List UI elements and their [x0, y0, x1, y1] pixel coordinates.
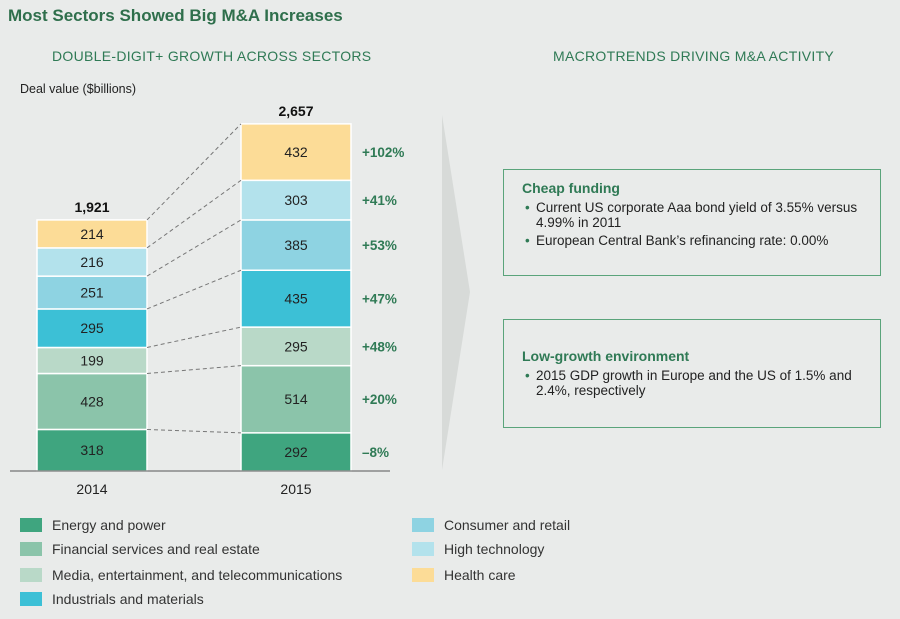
legend-swatch	[20, 592, 42, 606]
legend-swatch	[20, 542, 42, 556]
change-label: +47%	[362, 292, 397, 307]
legend-item-hightech: High technology	[412, 541, 544, 557]
data-label: 435	[284, 291, 308, 307]
change-label: +102%	[362, 145, 404, 160]
connector-line	[146, 179, 242, 249]
macrotrend-box-cheap-funding: Cheap funding Current US corporate Aaa b…	[503, 169, 881, 276]
bar-segment	[240, 123, 352, 182]
bar-total: 1,921	[74, 199, 109, 215]
data-label: 295	[80, 320, 104, 336]
bar-segment	[36, 428, 148, 472]
data-label: 292	[284, 444, 308, 460]
legend-label: Energy and power	[52, 517, 166, 533]
bar-total: 2,657	[278, 103, 313, 119]
macrotrend-bullet: European Central Bank’s refinancing rate…	[525, 233, 862, 248]
macrotrend-title: Low-growth environment	[522, 348, 690, 364]
data-label: 385	[284, 237, 308, 253]
legend-item-industrials: Industrials and materials	[20, 591, 204, 607]
page-title: Most Sectors Showed Big M&A Increases	[8, 6, 343, 25]
change-label: +41%	[362, 193, 397, 208]
legend-label: Media, entertainment, and telecommunicat…	[52, 567, 343, 583]
right-section-header: MACROTRENDS DRIVING M&A ACTIVITY	[553, 48, 835, 64]
data-label: 303	[284, 192, 308, 208]
bar-segment	[36, 219, 148, 249]
bar-segment	[36, 275, 148, 310]
data-label: 214	[80, 226, 104, 242]
legend-label: Health care	[444, 567, 516, 583]
bar-segment	[36, 308, 148, 349]
data-label: 251	[80, 285, 104, 301]
legend-swatch	[412, 542, 434, 556]
bar-segment	[36, 247, 148, 277]
data-label: 514	[284, 391, 308, 407]
connector-line	[146, 428, 242, 434]
left-section-header: DOUBLE-DIGIT+ GROWTH ACROSS SECTORS	[52, 48, 372, 64]
legend-item-consumer: Consumer and retail	[412, 517, 570, 533]
data-label: 295	[284, 338, 308, 354]
connector-line	[146, 326, 242, 348]
change-label: +20%	[362, 392, 397, 407]
legend-label: Industrials and materials	[52, 591, 204, 607]
connector-line	[146, 269, 242, 310]
macrotrend-bullet: Current US corporate Aaa bond yield of 3…	[525, 200, 862, 230]
change-label: +53%	[362, 238, 397, 253]
data-label: 432	[284, 144, 308, 160]
y-axis-label: Deal value ($billions)	[20, 82, 136, 96]
connector-line	[146, 219, 242, 277]
x-tick-label: 2014	[76, 481, 107, 497]
data-label: 199	[80, 352, 104, 368]
arrow-chevron	[442, 115, 470, 470]
macrotrend-box-low-growth: Low-growth environment 2015 GDP growth i…	[503, 319, 881, 428]
bar-segment	[36, 346, 148, 375]
bar-segment	[240, 364, 352, 434]
bar-segment	[240, 432, 352, 472]
legend-label: Financial services and real estate	[52, 541, 260, 557]
legend-item-financial: Financial services and real estate	[20, 541, 260, 557]
data-label: 318	[80, 442, 104, 458]
macrotrend-title: Cheap funding	[522, 180, 620, 196]
data-label: 216	[80, 254, 104, 270]
legend-item-media: Media, entertainment, and telecommunicat…	[20, 567, 342, 583]
legend-swatch	[412, 518, 434, 532]
bar-segment	[240, 326, 352, 367]
legend-swatch	[20, 518, 42, 532]
macrotrend-bullet: 2015 GDP growth in Europe and the US of …	[525, 368, 862, 398]
bar-segment	[240, 219, 352, 271]
change-label: –8%	[362, 445, 389, 460]
connector-line	[146, 123, 242, 221]
legend-label: High technology	[444, 541, 545, 557]
bar-segment	[240, 269, 352, 328]
change-label: +48%	[362, 339, 397, 354]
bar-segment	[240, 179, 352, 221]
connector-line	[146, 365, 242, 374]
legend-label: Consumer and retail	[444, 517, 571, 533]
data-label: 428	[80, 393, 104, 409]
legend-item-healthcare: Health care	[412, 567, 516, 583]
legend-swatch	[20, 568, 42, 582]
legend-item-energy: Energy and power	[20, 517, 166, 533]
legend-swatch	[412, 568, 434, 582]
x-tick-label: 2015	[280, 481, 311, 497]
